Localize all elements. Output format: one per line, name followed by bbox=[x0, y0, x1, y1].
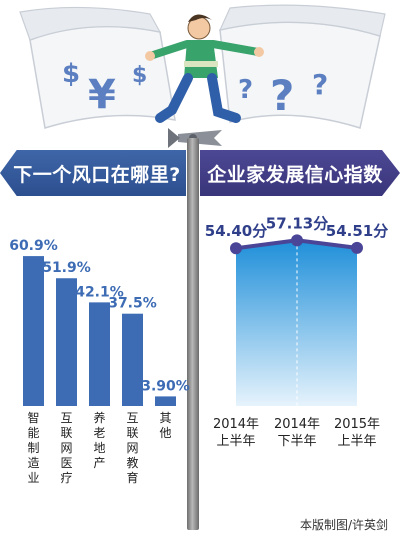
data-point bbox=[230, 242, 242, 255]
right-heading-banner: 企业家发展信心指数 bbox=[200, 150, 400, 196]
bar bbox=[122, 313, 143, 406]
bar-value-label: 60.9% bbox=[9, 238, 58, 254]
bar-category-label: 互 bbox=[60, 411, 72, 425]
yuan-symbol: ¥ bbox=[88, 72, 116, 118]
bar-value-label: 37.5% bbox=[108, 296, 157, 312]
bar bbox=[155, 396, 176, 406]
bar-category-label: 互 bbox=[126, 411, 138, 425]
bar-category-label: 养 bbox=[93, 410, 105, 425]
x-axis-label: 上半年 bbox=[216, 434, 255, 449]
bar-category-label: 智 bbox=[27, 410, 39, 425]
bar-category-label: 教 bbox=[126, 455, 138, 470]
right-heading: 企业家发展信心指数 bbox=[207, 163, 383, 186]
bar-category-label: 医 bbox=[60, 456, 72, 470]
x-axis-label: 上半年 bbox=[337, 434, 376, 449]
bar-category-label: 网 bbox=[60, 441, 72, 455]
bar-category-label: 老 bbox=[93, 426, 105, 440]
question-symbol: ? bbox=[312, 68, 328, 101]
question-symbol: ? bbox=[238, 75, 253, 105]
bar-value-label: 42.1% bbox=[75, 284, 124, 300]
x-axis-label: 2014年 bbox=[213, 417, 259, 432]
point-value-label: 54.51分 bbox=[326, 222, 388, 240]
bar-category-label: 制 bbox=[27, 441, 39, 455]
point-value-label: 57.13分 bbox=[266, 214, 328, 232]
bar-category-label: 造 bbox=[27, 456, 39, 470]
x-axis-label: 2015年 bbox=[334, 417, 380, 432]
data-point bbox=[291, 234, 303, 247]
person-figure bbox=[145, 14, 264, 123]
bar-category-label: 产 bbox=[93, 456, 105, 470]
bar-category-label: 网 bbox=[126, 441, 138, 455]
x-axis-label: 2014年 bbox=[274, 417, 320, 432]
area-fill bbox=[236, 240, 357, 406]
weather-vane-pole bbox=[187, 138, 199, 530]
bar bbox=[23, 256, 44, 406]
bar-category-label: 联 bbox=[60, 426, 72, 440]
x-axis-label: 下半年 bbox=[277, 434, 316, 449]
bar bbox=[89, 302, 110, 406]
bar-category-label: 能 bbox=[27, 426, 39, 440]
bar-category-label: 他 bbox=[159, 426, 171, 440]
bar-value-label: 51.9% bbox=[42, 260, 91, 276]
dollar-symbol: $ bbox=[62, 59, 80, 89]
question-symbol: ? bbox=[270, 71, 294, 120]
bar-category-label: 联 bbox=[126, 426, 138, 440]
bar-category-label: 育 bbox=[126, 470, 138, 485]
bar-category-label: 其 bbox=[159, 411, 171, 425]
bar-category-label: 业 bbox=[27, 471, 39, 485]
bar-value-label: 3.90% bbox=[141, 378, 190, 394]
right-scroll-back bbox=[218, 4, 386, 37]
credit-text: 本版制图/许英剑 bbox=[299, 518, 388, 532]
bar-category-label: 疗 bbox=[60, 471, 72, 485]
dollar-symbol: $ bbox=[132, 63, 147, 88]
data-point bbox=[351, 241, 363, 254]
bar bbox=[56, 278, 77, 406]
left-heading: 下一个风口在哪里? bbox=[13, 163, 181, 186]
left-heading-banner: 下一个风口在哪里? bbox=[0, 150, 186, 196]
bar-category-label: 地 bbox=[93, 441, 105, 455]
left-scroll-back bbox=[19, 6, 162, 41]
point-value-label: 54.40分 bbox=[205, 222, 267, 240]
